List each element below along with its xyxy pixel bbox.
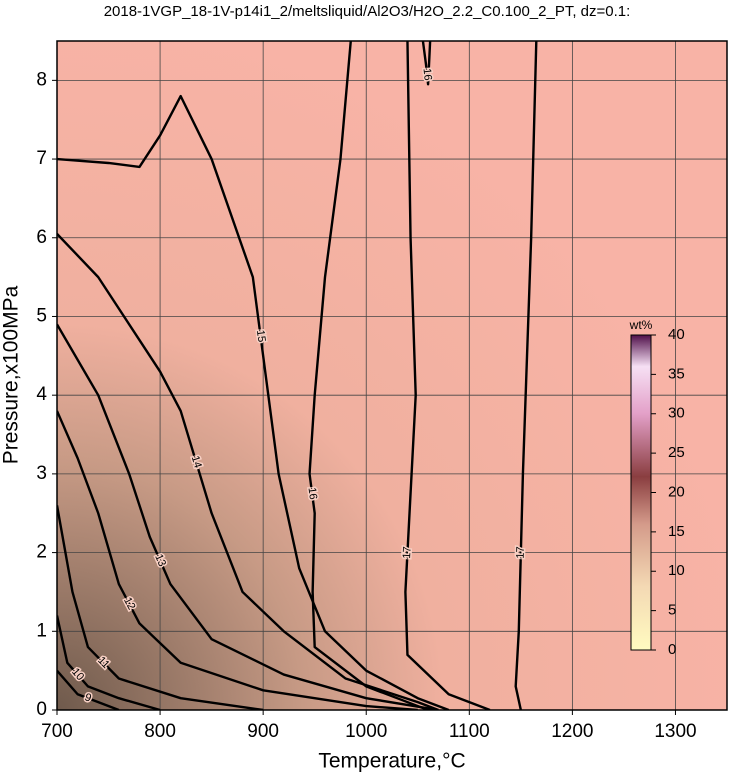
colorbar-tick-label: 35 — [668, 365, 685, 382]
colorbar-tick-label: 40 — [668, 326, 685, 343]
y-tick-label: 6 — [36, 227, 47, 248]
colorbar — [630, 334, 652, 651]
contour-label: 16 — [305, 487, 318, 501]
contour-label: 14 — [189, 454, 204, 469]
contour-line — [57, 233, 439, 710]
colorbar-label: wt% — [629, 318, 653, 332]
x-tick-label: 900 — [247, 721, 279, 742]
colorbar-axis: 0 5 10 15 20 25 30 35 40 — [651, 326, 685, 658]
x-tick-label: 1200 — [551, 721, 593, 742]
x-tick-label: 1300 — [654, 721, 696, 742]
chart-title: 2018-1VGP_18-1V-p14i1_2/meltsliquid/Al2O… — [104, 3, 631, 20]
x-tick-label: 700 — [41, 721, 73, 742]
colorbar-tick-label: 5 — [668, 602, 676, 619]
colorbar-tick-label: 30 — [668, 405, 685, 422]
x-tick-label: 1000 — [345, 721, 387, 742]
contour-label: 16 — [421, 68, 434, 81]
contour-line — [404, 41, 491, 710]
contour-line — [514, 41, 538, 710]
contour-line — [57, 615, 161, 710]
contour-label: 15 — [254, 329, 267, 343]
y-tick-label: 5 — [36, 305, 47, 326]
contour-line — [308, 41, 429, 710]
y-axis-title: Pressure,x100MPa — [0, 285, 23, 464]
contour-line — [57, 669, 120, 710]
colorbar-tick-label: 0 — [668, 641, 676, 658]
axes: 700 800 900 1000 1100 1200 1300 0 1 2 3 4 5 6 7 8 — [36, 69, 696, 742]
colorbar-tick-label: 15 — [668, 523, 685, 540]
y-tick-label: 2 — [36, 542, 47, 563]
y-tick-label: 1 — [36, 620, 47, 641]
x-tick-label: 1100 — [449, 721, 490, 742]
y-tick-label: 8 — [36, 69, 47, 90]
colorbar-tick-label: 25 — [668, 444, 685, 461]
x-axis-title: Temperature,°C — [318, 750, 465, 773]
y-tick-label: 3 — [36, 463, 47, 484]
contour-line — [57, 410, 418, 710]
contour-line — [57, 94, 450, 710]
y-tick-label: 7 — [36, 148, 47, 169]
y-tick-label: 0 — [36, 699, 47, 720]
contour-label: 17 — [515, 546, 527, 559]
contour-line — [57, 323, 439, 710]
contour-line — [421, 41, 432, 86]
x-tick-label: 800 — [144, 721, 176, 742]
y-tick-label: 4 — [36, 384, 47, 405]
colorbar-tick-label: 20 — [668, 483, 685, 500]
plot-frame — [56, 40, 728, 711]
plot-background — [57, 41, 727, 710]
colorbar-tick-label: 10 — [668, 562, 685, 579]
contour-line — [57, 505, 264, 710]
contour-label: 17 — [401, 546, 414, 559]
